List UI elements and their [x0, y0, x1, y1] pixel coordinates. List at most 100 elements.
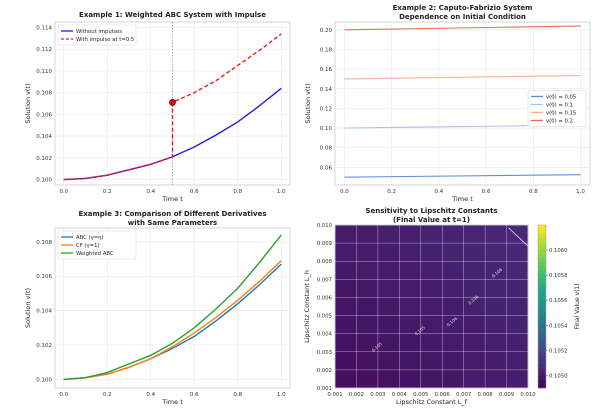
x-axis-label: Time t [161, 398, 183, 406]
colorbar-segment [538, 269, 546, 275]
heatmap-cell [463, 225, 486, 244]
heatmap-cell [506, 243, 529, 262]
heatmap-cell [506, 351, 529, 371]
x-tick-label: 0.4 [146, 392, 155, 398]
chart-title: Example 3: Comparison of Different Deriv… [78, 210, 266, 218]
heatmap-cell [399, 369, 422, 389]
colorbar-segment [538, 371, 546, 377]
x-tick-label: 0.4 [435, 189, 444, 195]
x-tick-label: 0.001 [327, 392, 342, 398]
heatmap-cell [420, 351, 443, 371]
heatmap-cell [506, 369, 529, 389]
y-tick-label: 0.100 [36, 377, 52, 383]
heatmap-cell [335, 261, 357, 280]
x-axis-label: Time t [161, 195, 183, 203]
colorbar-segment [538, 379, 546, 385]
y-tick-label: 0.009 [317, 241, 332, 247]
heatmap-cell [463, 315, 486, 334]
heatmap-cell [485, 279, 507, 298]
colorbar-segment [538, 314, 546, 320]
colorbar-segment [538, 383, 546, 389]
heatmap-cell [377, 369, 400, 389]
colorbar-segment [538, 229, 546, 234]
heatmap-cell [356, 315, 379, 334]
chart-title: Example 1: Weighted ABC System with Impu… [79, 11, 266, 19]
colorbar-segment [538, 282, 546, 287]
contour-label: 0.105 [371, 341, 384, 353]
heatmap-cell [442, 225, 464, 244]
panel-example-2: 0.0 0.2 0.4 0.6 0.8 1.0 0.06 0.08 0.10 0.12 0.14 0.… [304, 4, 591, 203]
heatmap-cell [399, 225, 422, 244]
colorbar-segment [538, 253, 546, 258]
series-line-2 [63, 234, 282, 381]
colorbar-segment [538, 225, 546, 230]
colorbar-segment [538, 363, 546, 368]
heatmap-cell [485, 351, 507, 371]
colorbar-segment [538, 330, 546, 336]
legend-label-3: v(0) = 0.2 [546, 118, 573, 124]
heatmap-cell [420, 297, 443, 316]
x-tick-label: 0.009 [499, 392, 514, 398]
impulse-marker [169, 99, 176, 106]
colorbar-tick-label: 0.1054 [549, 323, 568, 329]
heatmap-cell [335, 351, 357, 371]
colorbar-segment [538, 351, 546, 356]
heatmap-cell [335, 333, 357, 353]
y-axis-label: Solution v(t) [24, 83, 32, 123]
y-tick-label: 0.108 [36, 240, 52, 246]
y-tick-label: 0.106 [36, 112, 52, 118]
heatmap-cell [463, 333, 486, 353]
y-axis-label: Lipschitz Constant L_h [303, 270, 311, 343]
legend-label-0: ABC (γ=η) [76, 235, 104, 241]
y-axis-label: Solution v(t) [24, 288, 32, 328]
legend-box [57, 24, 137, 46]
heatmap-cell [377, 225, 400, 244]
colorbar-segment [538, 290, 546, 295]
heatmap-cell [420, 279, 443, 298]
heatmap-cell [420, 333, 443, 353]
x-tick-label: 0.008 [478, 392, 494, 398]
x-tick-label: 0.8 [233, 392, 242, 398]
y-axis-label: Solution v(t) [304, 83, 312, 123]
heatmap-cell [356, 261, 379, 280]
colorbar-tick-label: 0.1056 [549, 298, 568, 304]
heatmap-cell [442, 351, 464, 371]
y-tick-label: 0.10 [320, 126, 333, 132]
colorbar-segment [538, 294, 546, 299]
x-axis-label: Lipschitz Constant L_f [396, 398, 468, 406]
heatmap-cell [420, 225, 443, 244]
contour-label: 0.106 [467, 294, 480, 306]
heatmap-cell [356, 351, 379, 371]
colorbar-segment [538, 265, 546, 271]
y-tick-label: 0.110 [36, 69, 52, 75]
contour-label: 0.106 [446, 316, 459, 328]
y-tick-label: 0.004 [317, 332, 333, 338]
y-tick-label: 0.06 [320, 165, 333, 171]
colorbar-segment [538, 318, 546, 324]
colorbar-label: Final Value v(1) [574, 283, 581, 329]
heatmap-cell [485, 261, 507, 280]
y-tick-label: 0.002 [317, 368, 332, 374]
chart-title: (Final Value at t=1) [393, 216, 470, 224]
heatmap-cell [442, 369, 464, 389]
heatmap-cell [420, 261, 443, 280]
heatmap-cell [420, 369, 443, 389]
heatmap-cell [463, 297, 486, 316]
heatmap-cell [442, 333, 464, 353]
y-tick-label: 0.100 [36, 178, 52, 184]
legend-label-1: v(0) = 0.1 [546, 102, 573, 108]
heatmap-cell [356, 279, 379, 298]
x-tick-label: 0.005 [413, 392, 428, 398]
heatmap-cell [399, 279, 422, 298]
colorbar-segment [538, 335, 546, 340]
heatmap-cell [442, 279, 464, 298]
heatmap-cell [335, 243, 357, 262]
colorbar-tick-label: 0.1050 [549, 373, 568, 379]
heatmap-cell [506, 279, 529, 298]
colorbar-segment [538, 347, 546, 352]
colorbar-segment [538, 302, 546, 307]
heatmap-cell [485, 225, 507, 244]
x-axis-label: Time t [451, 195, 473, 203]
chart-title: Dependence on Initial Condition [399, 13, 526, 21]
